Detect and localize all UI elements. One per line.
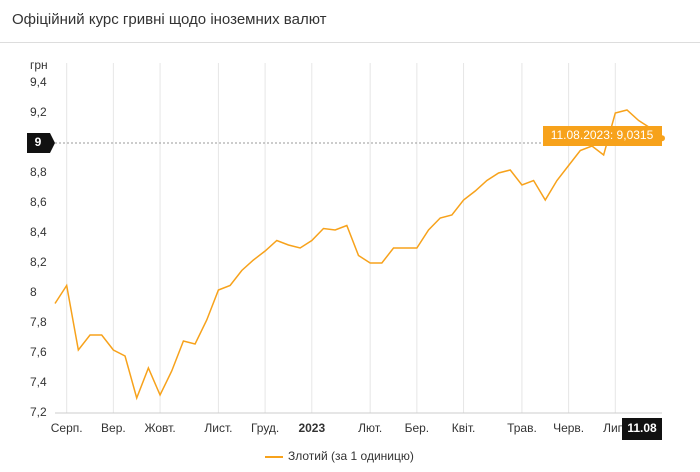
series-line	[54, 109, 663, 401]
x-tick-label: Лют.	[358, 421, 382, 435]
x-tick-label: Жовт.	[144, 421, 175, 435]
header	[0, 0, 700, 42]
y-tick-label: 7,6	[30, 345, 47, 359]
x-tick-label: Лип.	[603, 421, 627, 435]
x-tick-label: 2023	[298, 421, 325, 435]
x-tick-label: Лист.	[204, 421, 232, 435]
chart-title: Офіційний курс гривні щодо іноземних вал…	[12, 11, 327, 28]
y-tick-label: 8,6	[30, 195, 47, 209]
crosshair-x-box	[622, 418, 662, 440]
y-tick-label: 9,2	[30, 105, 47, 119]
x-tick-label: 11.08	[627, 421, 657, 435]
tooltip-text: 11.08.2023: 9,0315	[551, 128, 654, 142]
x-tick-label: Серп.	[51, 421, 83, 435]
y-tick-label: 8	[30, 285, 37, 299]
y-tick-label: 7,4	[30, 375, 47, 389]
y-tick-label: 8,8	[30, 165, 47, 179]
x-tick-label: Квіт.	[452, 421, 476, 435]
x-tick-label: Трав.	[507, 421, 537, 435]
y-tick-label: 7,2	[30, 405, 47, 419]
hover-point	[659, 135, 665, 142]
crosshair-y-box	[27, 133, 55, 153]
legend-label: Злотий (за 1 одиницю)	[288, 449, 414, 463]
x-tick-label: Груд.	[251, 421, 279, 435]
tooltip-box	[543, 126, 662, 146]
y-tick-label: 9	[35, 135, 42, 149]
y-tick-label: 9,4	[30, 75, 47, 89]
y-tick-label: 7,8	[30, 315, 47, 329]
y-tick-label: 8,4	[30, 225, 47, 239]
y-axis-label: грн	[30, 58, 48, 72]
y-tick-label: 8,2	[30, 255, 47, 269]
x-tick-label: Вер.	[101, 421, 126, 435]
x-tick-label: Черв.	[553, 421, 584, 435]
x-tick-label: Бер.	[405, 421, 430, 435]
